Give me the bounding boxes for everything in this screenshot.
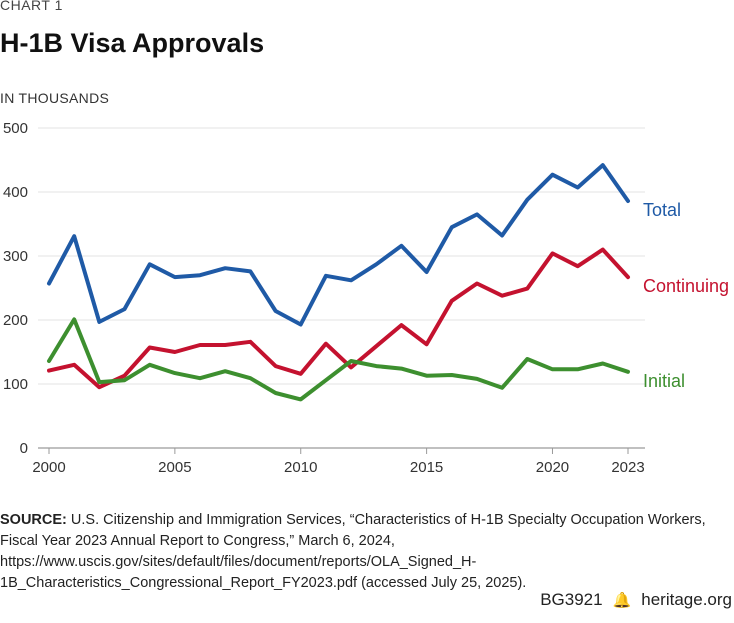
- x-tick-label-2015: 2015: [410, 459, 443, 476]
- x-tick-label-2000: 2000: [32, 459, 65, 476]
- series-label-total: Total: [643, 200, 681, 220]
- chart-title: H-1B Visa Approvals: [0, 28, 265, 58]
- source-label: SOURCE:: [0, 512, 67, 528]
- series-line-total: [47, 163, 630, 327]
- source-note: SOURCE: U.S. Citizenship and Immigration…: [0, 510, 734, 594]
- y-tick-label-100: 100: [3, 376, 28, 393]
- series-line-continuing: [47, 247, 630, 390]
- y-tick-label-300: 300: [3, 248, 28, 265]
- axes: 0 100 200 300 400 500 2000 2005 2010 2015 2020 2023: [3, 120, 645, 476]
- gridlines: [38, 127, 645, 385]
- units-label: IN THOUSANDS: [0, 90, 110, 106]
- y-tick-label-400: 400: [3, 184, 28, 201]
- series-lines: [47, 163, 630, 402]
- y-tick-label-500: 500: [3, 120, 28, 137]
- x-tick-label-2005: 2005: [158, 459, 191, 476]
- series-line-initial: [47, 317, 630, 402]
- chart-number-label: CHART 1: [0, 0, 63, 13]
- x-tick-label-2023: 2023: [611, 459, 644, 476]
- x-tick-label-2020: 2020: [536, 459, 569, 476]
- source-text: U.S. Citizenship and Immigration Service…: [0, 512, 706, 591]
- series-labels: Total Continuing Initial: [643, 200, 729, 391]
- y-tick-label-200: 200: [3, 312, 28, 329]
- y-tick-label-0: 0: [20, 440, 28, 457]
- line-chart: 0 100 200 300 400 500 2000 2005 2010 2015 2020 2023…: [3, 120, 729, 476]
- report-code: BG3921: [540, 590, 603, 609]
- series-label-initial: Initial: [643, 371, 685, 391]
- x-tick-label-2010: 2010: [284, 459, 317, 476]
- series-label-continuing: Continuing: [643, 276, 729, 296]
- site-link[interactable]: heritage.org: [641, 590, 732, 609]
- liberty-bell-icon: 🔔: [612, 592, 632, 609]
- footer: BG3921 🔔 heritage.org: [540, 590, 732, 610]
